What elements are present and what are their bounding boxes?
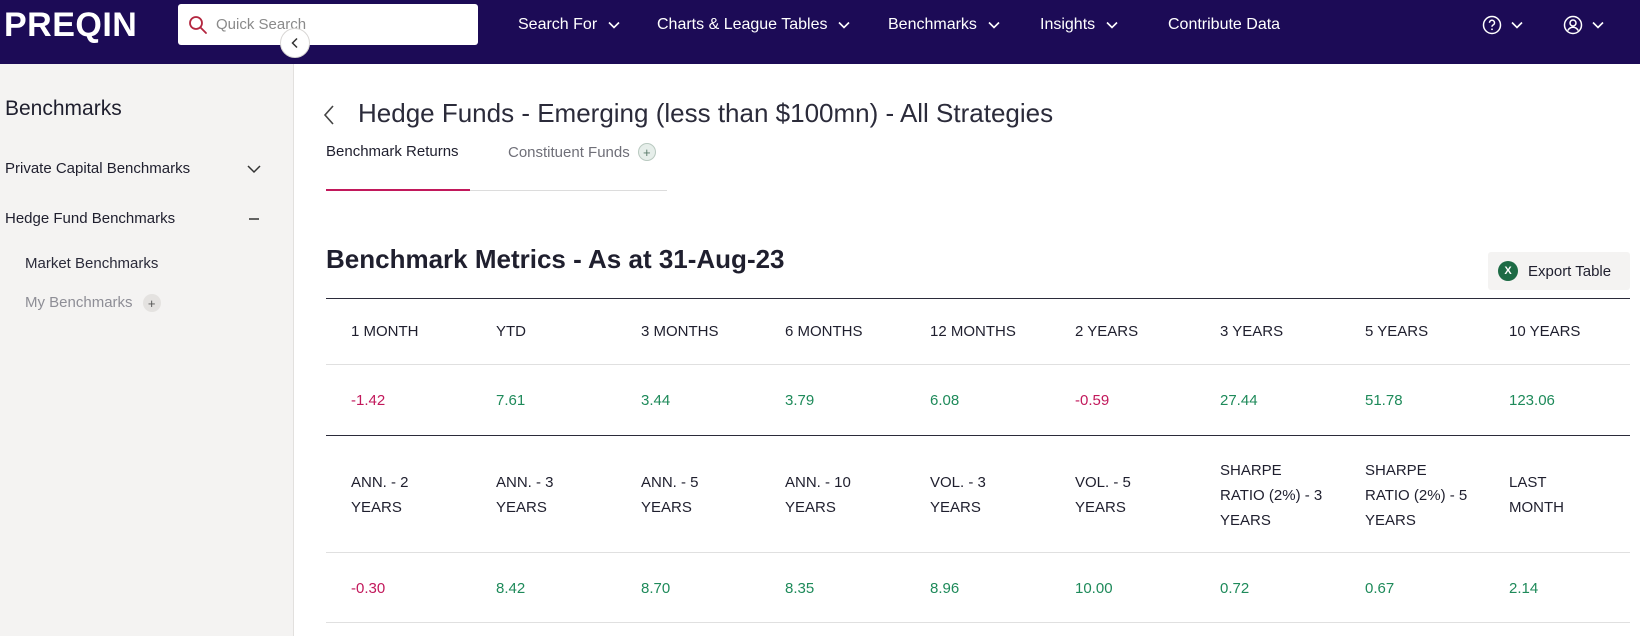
- metric-value: 51.78: [1365, 392, 1403, 409]
- column-header: 12 MONTHS: [930, 323, 1016, 340]
- excel-icon: X: [1498, 261, 1518, 281]
- metric-value: -1.42: [351, 392, 386, 409]
- column-header: VOL. - 3 YEARS: [930, 474, 986, 516]
- column-header: 10 YEARS: [1509, 323, 1581, 340]
- account-menu-button[interactable]: [1563, 12, 1605, 38]
- nav-benchmarks-label: Benchmarks: [888, 16, 977, 33]
- row-divider: [326, 622, 1630, 623]
- chevron-down-icon[interactable]: [246, 161, 262, 177]
- sidebar-subitem-market-benchmarks[interactable]: Market Benchmarks: [25, 255, 159, 272]
- sidebar: Benchmarks Private Capital Benchmarks He…: [0, 64, 294, 636]
- tab-constituent-funds[interactable]: Constituent Funds +: [508, 143, 656, 161]
- nav-search-for-label: Search For: [518, 16, 598, 33]
- search-input[interactable]: [216, 4, 471, 45]
- table-top-border: [326, 298, 1630, 299]
- sidebar-subitem-my-benchmarks[interactable]: My Benchmarks +: [25, 294, 161, 313]
- chevron-down-icon: [1106, 21, 1118, 29]
- top-nav-bar: PREQIN Search For Charts & League Tables…: [0, 0, 1640, 64]
- chevron-left-icon: [291, 37, 298, 49]
- collapse-sidebar-button[interactable]: [280, 28, 310, 58]
- metric-value: 7.61: [496, 392, 526, 409]
- page-title: Hedge Funds - Emerging (less than $100mn…: [358, 98, 1054, 128]
- column-header: 2 YEARS: [1075, 323, 1139, 340]
- metric-value: 3.44: [641, 392, 671, 409]
- metric-value: 8.70: [641, 580, 671, 597]
- metric-value: 6.08: [930, 392, 960, 409]
- metric-value: 10.00: [1075, 580, 1113, 597]
- column-header: ANN. - 10 YEARS: [785, 474, 851, 516]
- export-table-button[interactable]: X Export Table: [1488, 252, 1630, 290]
- metric-value: 27.44: [1220, 392, 1258, 409]
- column-header: 5 YEARS: [1365, 323, 1429, 340]
- chevron-down-icon: [1511, 21, 1523, 29]
- tab-benchmark-returns[interactable]: Benchmark Returns: [326, 143, 459, 160]
- tab-benchmark-returns-label: Benchmark Returns: [326, 143, 459, 160]
- nav-insights[interactable]: Insights: [1040, 14, 1119, 36]
- active-tab-indicator: [326, 189, 470, 191]
- metric-value: 8.96: [930, 580, 960, 597]
- metric-value: 123.06: [1509, 392, 1555, 409]
- help-icon: [1482, 15, 1502, 35]
- metric-value: 0.67: [1365, 580, 1395, 597]
- nav-contribute-label: Contribute Data: [1168, 16, 1281, 33]
- column-header: 3 MONTHS: [641, 323, 719, 340]
- my-benchmarks-label: My Benchmarks: [25, 294, 133, 311]
- preqin-logo[interactable]: PREQIN: [4, 6, 138, 44]
- nav-search-for[interactable]: Search For: [518, 14, 621, 36]
- sidebar-item-private-capital-benchmarks[interactable]: Private Capital Benchmarks: [5, 160, 191, 177]
- metric-value: -0.30: [351, 580, 386, 597]
- search-icon: [189, 16, 207, 34]
- chevron-down-icon: [838, 21, 851, 29]
- column-header: SHARPE RATIO (2%) - 5 YEARS: [1365, 462, 1468, 529]
- column-header: ANN. - 2 YEARS: [351, 474, 409, 516]
- metric-value: -0.59: [1075, 392, 1110, 409]
- column-header: 1 MONTH: [351, 323, 419, 340]
- export-table-label: Export Table: [1528, 262, 1612, 280]
- table-section-divider: [326, 435, 1630, 436]
- user-account-icon: [1563, 15, 1583, 35]
- column-header: 6 MONTHS: [785, 323, 863, 340]
- help-menu-button[interactable]: [1482, 12, 1524, 38]
- metric-value: 8.42: [496, 580, 526, 597]
- row-divider: [326, 364, 1630, 365]
- nav-benchmarks[interactable]: Benchmarks: [888, 14, 1001, 36]
- back-arrow-icon[interactable]: [322, 104, 336, 126]
- column-header: 3 YEARS: [1220, 323, 1284, 340]
- sidebar-title: Benchmarks: [5, 97, 122, 120]
- add-plus-icon[interactable]: +: [142, 294, 161, 313]
- nav-contribute-data[interactable]: Contribute Data: [1168, 14, 1280, 36]
- column-header: YTD: [496, 323, 526, 340]
- metric-value: 3.79: [785, 392, 815, 409]
- row-divider: [326, 552, 1630, 553]
- column-header: ANN. - 5 YEARS: [641, 474, 699, 516]
- nav-charts-label: Charts & League Tables: [657, 16, 828, 33]
- metric-value: 0.72: [1220, 580, 1250, 597]
- section-title: Benchmark Metrics - As at 31-Aug-23: [326, 244, 785, 274]
- tabs-divider: [326, 190, 667, 191]
- metric-value: 2.14: [1509, 580, 1539, 597]
- sidebar-item-hedge-fund-benchmarks[interactable]: Hedge Fund Benchmarks: [5, 210, 176, 227]
- column-header: VOL. - 5 YEARS: [1075, 474, 1131, 516]
- metric-value: 8.35: [785, 580, 815, 597]
- tab-constituent-funds-label: Constituent Funds: [508, 143, 630, 161]
- quick-search-box[interactable]: [178, 4, 478, 45]
- nav-charts-league-tables[interactable]: Charts & League Tables: [657, 14, 851, 36]
- chevron-down-icon: [1592, 21, 1604, 29]
- chevron-down-icon: [608, 21, 620, 29]
- column-header: ANN. - 3 YEARS: [496, 474, 554, 516]
- chevron-down-icon: [988, 21, 1000, 29]
- nav-insights-label: Insights: [1040, 16, 1096, 33]
- collapse-minus-icon[interactable]: [246, 211, 262, 227]
- column-header: LAST MONTH: [1509, 474, 1564, 516]
- column-header: SHARPE RATIO (2%) - 3 YEARS: [1220, 462, 1323, 529]
- add-plus-icon[interactable]: +: [637, 143, 656, 161]
